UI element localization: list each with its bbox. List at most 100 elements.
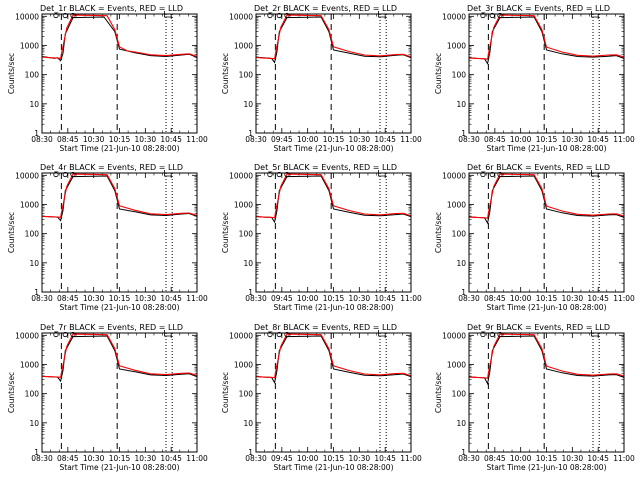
- x-tick-label: 10:45: [587, 135, 609, 144]
- events-series-line: [256, 16, 411, 64]
- x-tick-label: 11:00: [613, 454, 635, 463]
- y-tick-label: 1: [248, 448, 253, 457]
- x-tick-label: 10:30: [349, 135, 371, 144]
- y-tick-label: 10000: [229, 331, 253, 340]
- x-tick-label: 10:00: [510, 294, 532, 303]
- y-tick-label: 10: [456, 100, 466, 109]
- y-axis-label: Counts/sec: [434, 53, 443, 94]
- state-marker-bracket: [591, 170, 600, 177]
- x-tick-label: 11:00: [186, 135, 208, 144]
- y-axis-label: Counts/sec: [221, 212, 230, 253]
- y-tick-label: 10: [243, 419, 253, 428]
- y-tick-label: 1: [34, 129, 39, 138]
- y-axis-label: Counts/sec: [7, 53, 16, 94]
- chart-title: Det_2r BLACK = Events, RED = LLD: [254, 4, 397, 13]
- state-marker-circle: [276, 12, 282, 19]
- y-tick-label: 1: [34, 288, 39, 297]
- y-tick-label: 10000: [442, 12, 466, 21]
- chart-panel-8: Det_8r BLACK = Events, RED = LLD Counts/s…: [221, 323, 422, 472]
- state-marker-bracket: [164, 330, 173, 337]
- chart-panel-7: Det_7r BLACK = Events, RED = LLD Counts/s…: [7, 323, 208, 472]
- x-tick-label: 08:45: [484, 454, 506, 463]
- x-axis-label: Start Time (21-Jun-10 08:28:00): [487, 303, 607, 312]
- x-axis-label: Start Time (21-Jun-10 08:28:00): [274, 463, 394, 472]
- state-marker-circle: [497, 12, 503, 19]
- x-tick-label: 10:30: [83, 135, 105, 144]
- state-marker-circle: [489, 12, 495, 19]
- y-tick-label: 100: [25, 390, 40, 399]
- chart-title: Det_5r BLACK = Events, RED = LLD: [254, 163, 397, 172]
- x-tick-label: 08:30: [458, 294, 480, 303]
- x-axis-label: Start Time (21-Jun-10 08:28:00): [487, 144, 607, 153]
- y-tick-label: 1000: [234, 200, 253, 209]
- y-tick-label: 10: [243, 259, 253, 268]
- plot-frame: [468, 13, 625, 134]
- y-tick-label: 10000: [15, 331, 39, 340]
- x-tick-label: 11:00: [613, 294, 635, 303]
- y-tick-label: 100: [25, 71, 40, 80]
- x-tick-label: 10:00: [510, 135, 532, 144]
- x-tick-label: 10:15: [323, 294, 345, 303]
- x-tick-label: 08:45: [484, 135, 506, 144]
- x-tick-label: 10:45: [587, 454, 609, 463]
- x-tick-label: 10:00: [510, 454, 532, 463]
- x-tick-label: 08:30: [31, 294, 53, 303]
- state-marker-circle: [53, 171, 59, 178]
- chart-panel-2: Det_2r BLACK = Events, RED = LLD Counts/s…: [221, 4, 422, 153]
- lld-series-line: [42, 173, 197, 218]
- y-tick-label: 1: [248, 288, 253, 297]
- y-tick-label: 100: [452, 71, 467, 80]
- x-axis-label: Start Time (21-Jun-10 08:28:00): [487, 463, 607, 472]
- x-tick-label: 11:00: [400, 294, 422, 303]
- x-tick-label: 10:00: [297, 135, 319, 144]
- x-tick-label: 08:30: [245, 135, 267, 144]
- state-marker-circle: [62, 171, 68, 178]
- x-tick-label: 08:45: [484, 294, 506, 303]
- y-tick-label: 10000: [442, 331, 466, 340]
- plot-frame: [468, 172, 625, 293]
- y-tick-label: 10: [456, 419, 466, 428]
- x-tick-label: 08:30: [245, 454, 267, 463]
- chart-panel-1: Det_1r BLACK = Events, RED = LLD Counts/s…: [7, 4, 208, 153]
- x-tick-label: 09:45: [271, 454, 293, 463]
- state-marker-circle: [70, 171, 76, 178]
- state-marker-circle: [284, 171, 290, 178]
- x-tick-label: 10:45: [160, 294, 182, 303]
- y-tick-label: 1: [461, 448, 466, 457]
- state-marker-circle: [489, 331, 495, 338]
- x-tick-label: 10:30: [349, 454, 371, 463]
- chart-title: Det_6r BLACK = Events, RED = LLD: [467, 163, 610, 172]
- x-tick-label: 10:15: [536, 135, 558, 144]
- state-marker-circle: [276, 331, 282, 338]
- x-tick-label: 08:45: [57, 294, 79, 303]
- x-axis-label: Start Time (21-Jun-10 08:28:00): [274, 303, 394, 312]
- state-marker-circle: [267, 12, 273, 19]
- y-tick-label: 1000: [447, 41, 466, 50]
- y-tick-label: 1000: [20, 41, 39, 50]
- x-axis-label: Start Time (21-Jun-10 08:28:00): [60, 144, 180, 153]
- events-series-line: [42, 175, 197, 222]
- plot-frame: [255, 172, 412, 293]
- events-series-line: [469, 16, 624, 65]
- y-axis-label: Counts/sec: [7, 372, 16, 413]
- y-tick-label: 100: [452, 230, 467, 239]
- x-tick-label: 10:15: [536, 294, 558, 303]
- y-tick-label: 1000: [20, 360, 39, 369]
- state-marker-circle: [267, 331, 273, 338]
- x-tick-label: 08:45: [57, 135, 79, 144]
- state-marker-circle: [284, 331, 290, 338]
- plot-frame: [255, 332, 412, 453]
- x-tick-label: 10:15: [109, 135, 131, 144]
- y-tick-label: 1: [461, 288, 466, 297]
- y-tick-label: 10000: [15, 171, 39, 180]
- x-axis-label: Start Time (21-Jun-10 08:28:00): [60, 463, 180, 472]
- x-tick-label: 10:30: [135, 454, 157, 463]
- state-marker-circle: [284, 12, 290, 19]
- x-tick-label: 08:30: [458, 135, 480, 144]
- x-tick-label: 10:15: [536, 454, 558, 463]
- state-marker-circle: [53, 12, 59, 19]
- state-marker-bracket: [591, 330, 600, 337]
- x-tick-label: 10:30: [83, 454, 105, 463]
- state-marker-circle: [497, 331, 503, 338]
- state-marker-bracket: [591, 11, 600, 18]
